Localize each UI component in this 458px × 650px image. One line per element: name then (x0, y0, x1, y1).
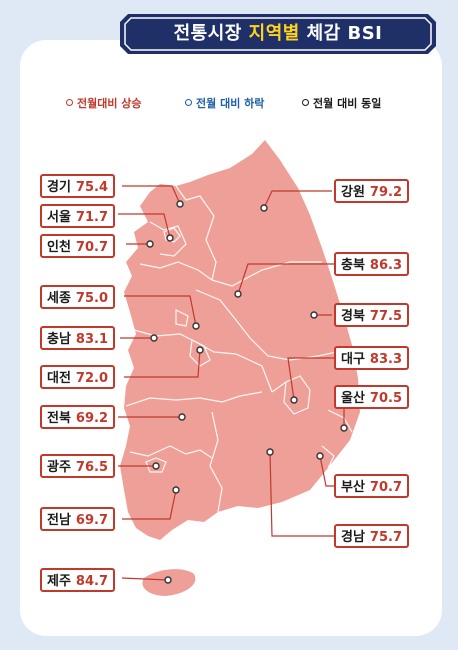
region-label-gwangju: 광주 76.5 (40, 454, 115, 478)
province-borders (125, 185, 353, 513)
region-label-gangwon: 강원 79.2 (334, 179, 409, 203)
region-label-gyeonggi: 경기 75.4 (40, 174, 115, 198)
region-label-jeju: 제주 84.7 (40, 568, 115, 592)
region-label-chungnam: 충남 83.1 (40, 326, 115, 350)
region-label-jeonnam: 전남 69.7 (40, 507, 115, 531)
mainland-shape (120, 140, 360, 540)
region-label-jeonbuk: 전북 69.2 (40, 405, 115, 429)
legend-item-same: 전월 대비 동일 (302, 95, 381, 111)
legend-item-fall: 전월 대비 하락 (185, 95, 264, 111)
region-label-incheon: 인천 70.7 (40, 234, 115, 258)
region-label-gyeongnam: 경남 75.7 (334, 524, 409, 548)
legend-dot-icon (302, 99, 309, 106)
region-label-gyeongbuk: 경북 77.5 (334, 303, 409, 327)
region-label-ulsan: 울산 70.5 (334, 385, 409, 409)
region-label-busan: 부산 70.7 (334, 474, 409, 498)
region-label-seoul: 서울 71.7 (40, 204, 115, 228)
region-markers (146, 200, 348, 584)
legend-dot-icon (66, 99, 73, 106)
region-label-daejeon: 대전 72.0 (40, 365, 115, 389)
title-banner-shape (120, 14, 436, 54)
region-label-chungbuk: 충북 86.3 (334, 252, 409, 276)
title-banner: 전통시장 지역별 체감 BSI (118, 12, 438, 56)
leader-lines (118, 185, 345, 581)
region-label-daegu: 대구 83.3 (334, 346, 409, 370)
page-title: 전통시장 지역별 체감 BSI (173, 23, 383, 44)
legend-item-rise: 전월대비 상승 (66, 95, 142, 111)
region-label-sejong: 세종 75.0 (40, 285, 115, 309)
legend-dot-icon (185, 99, 192, 106)
